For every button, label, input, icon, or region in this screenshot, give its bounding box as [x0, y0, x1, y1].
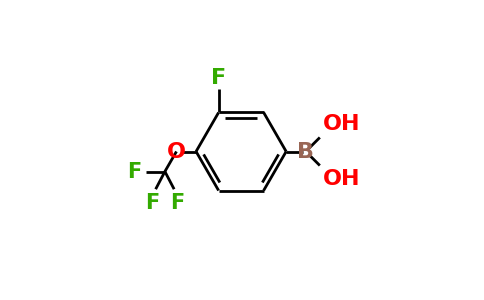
Text: O: O [167, 142, 186, 161]
Text: OH: OH [323, 169, 361, 189]
Text: OH: OH [323, 114, 361, 134]
Text: F: F [211, 68, 226, 88]
Text: F: F [145, 193, 159, 213]
Text: B: B [297, 142, 314, 161]
Text: F: F [128, 161, 142, 182]
Text: F: F [170, 193, 185, 213]
